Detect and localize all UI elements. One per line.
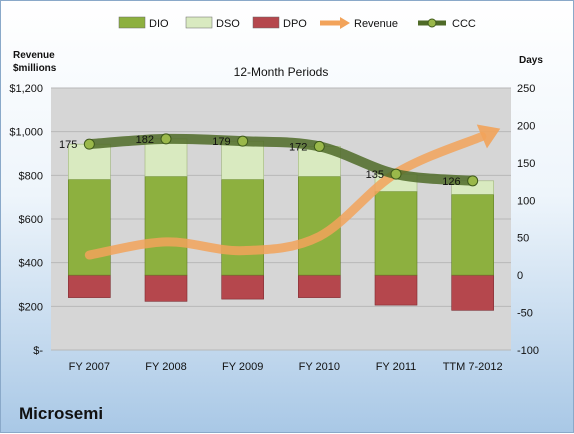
legend-label-dpo: DPO [283,18,307,30]
ccc-point [313,140,325,152]
bar-dpo [144,274,188,302]
revenue-arrowhead [476,124,501,149]
bar-dio [68,179,111,276]
ccc-data-label: 126 [442,176,460,188]
legend-label-dso: DSO [216,18,240,30]
legend-arrow-revenue [340,17,350,29]
x-tick-label: FY 2010 [299,361,340,373]
bar-dpo [221,274,264,300]
company-name: Microsemi [19,404,104,423]
bar-dio [451,193,494,276]
ccc-point [467,175,479,187]
y-left-label-line1: Revenue [13,50,55,61]
y-right-tick-label: 250 [517,83,535,95]
ccc-data-label: 172 [289,141,307,153]
y-left-tick-label: $200 [19,301,43,313]
y-right-tick-label: 0 [517,270,523,282]
legend-swatch-dpo [252,16,280,29]
y-right-tick-label: 150 [517,158,535,170]
ccc-point [237,135,249,147]
legend-label-revenue: Revenue [354,18,398,30]
y-right-label: Days [519,55,543,66]
ccc-data-label: 179 [212,136,230,148]
x-tick-label: FY 2011 [376,361,417,373]
ccc-point [83,138,95,150]
legend-swatch-dio [118,16,146,29]
ccc-line [84,133,478,186]
bar-dio [144,176,188,276]
y-right-tick-label: -50 [517,308,533,320]
y-left-tick-label: $1,200 [9,83,43,95]
bar-dio [221,179,264,276]
legend-marker-ccc [427,18,437,28]
y-left-label-line2: $millions [13,63,57,74]
bar-dso [144,138,188,177]
revenue-line [84,131,487,260]
bar-dio [374,191,418,276]
ccc-data-label: 135 [366,169,384,181]
bar-dso [221,140,264,180]
y-left-tick-label: $1,000 [9,127,43,139]
y-right-tick-label: 200 [517,120,535,132]
bar-dpo [298,274,341,298]
bar-dpo [451,274,494,311]
y-right-tick-label: -100 [517,345,539,357]
legend-swatch-dso [185,16,213,29]
y-left-tick-label: $600 [19,214,43,226]
y-right-tick-label: 100 [517,195,535,207]
x-tick-label: FY 2007 [69,361,110,373]
x-tick-label: TTM 7-2012 [443,361,503,373]
ccc-data-label: 175 [59,139,77,151]
bar-dpo [374,274,418,306]
y-left-tick-label: $400 [19,258,43,270]
bar-dpo [68,274,111,298]
legend-label-dio: DIO [149,18,169,30]
y-left-tick-label: $- [33,345,43,357]
x-tick-label: FY 2008 [145,361,186,373]
y-left-tick-label: $800 [19,170,43,182]
ccc-point [160,133,172,145]
legend-label-ccc: CCC [452,18,476,30]
ccc-point [390,168,402,180]
x-tick-label: FY 2009 [222,361,263,373]
ccc-data-label: 182 [136,134,154,146]
chart-title: 12-Month Periods [234,65,329,79]
y-right-tick-label: 50 [517,233,529,245]
